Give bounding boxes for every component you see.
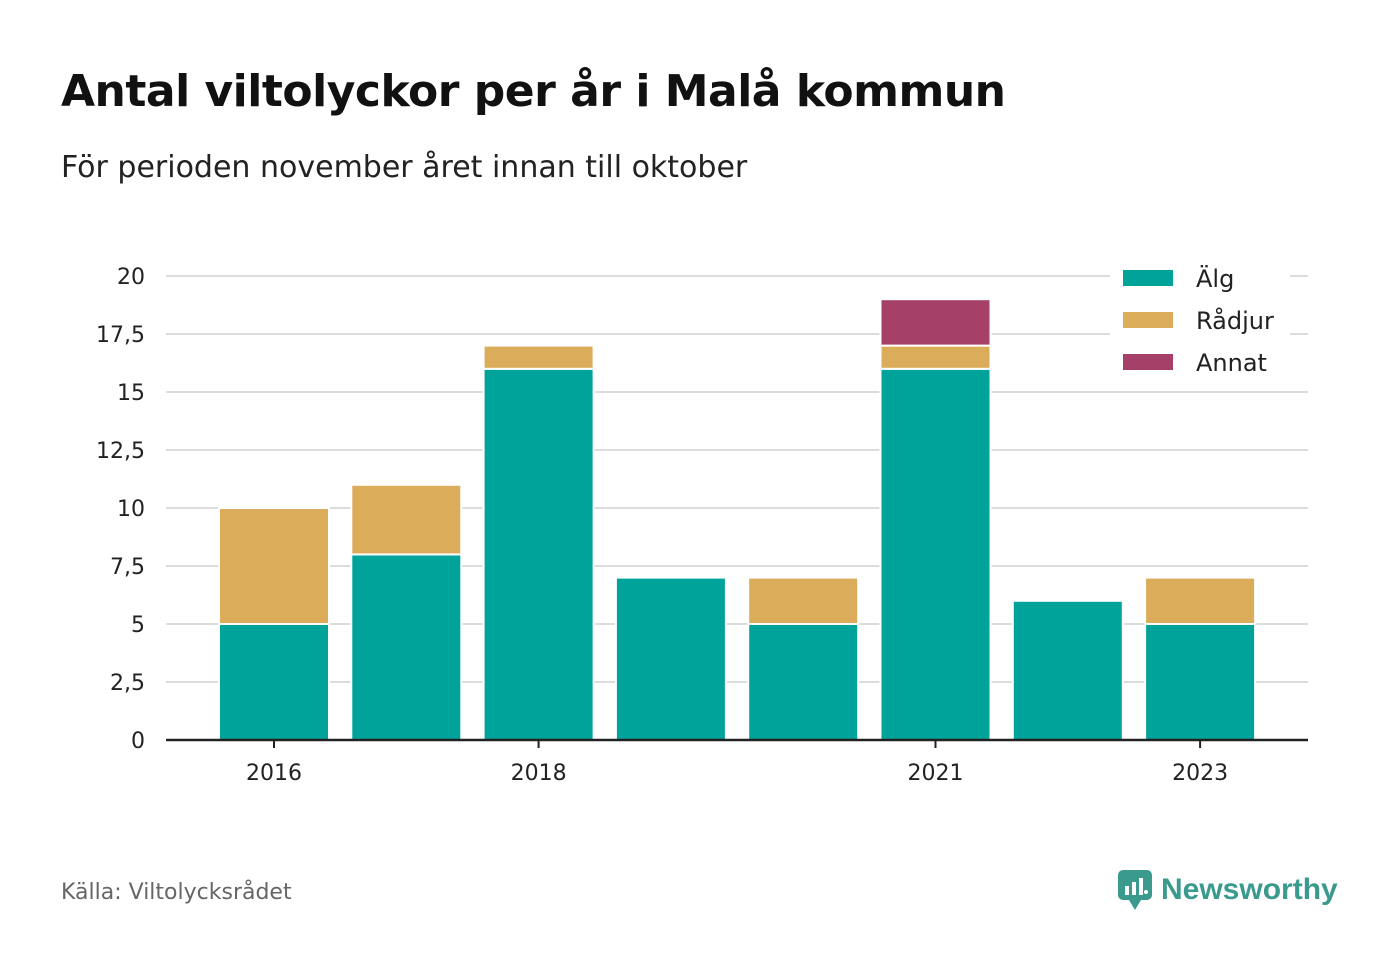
x-axis (166, 738, 1308, 748)
bar-älg-2022 (1011, 599, 1124, 741)
bar-älg-2023 (1144, 623, 1257, 741)
y-tick-label: 10 (117, 497, 145, 522)
bar-älg-2018 (482, 367, 595, 741)
y-tick-label: 12,5 (96, 439, 145, 464)
legend: Älg Rådjur Annat (1110, 258, 1290, 378)
bar-älg-2021 (879, 367, 992, 741)
x-tick-label: 2021 (908, 761, 964, 786)
legend-label-rådjur: Rådjur (1196, 306, 1274, 335)
chart-subtitle: För perioden november året innan till ok… (61, 150, 748, 185)
brand-name: Newsworthy (1161, 873, 1338, 906)
legend-swatch-annat (1123, 354, 1173, 370)
legend-label-älg: Älg (1196, 264, 1234, 293)
bar-älg-2016 (218, 623, 330, 741)
chart-title: Antal viltolyckor per år i Malå kommun (61, 66, 1006, 117)
y-tick-label: 20 (117, 265, 145, 290)
x-axis-tick-labels: 2016 2018 2021 2023 (246, 761, 1228, 786)
y-tick-label: 15 (117, 381, 145, 406)
y-tick-label: 17,5 (96, 323, 145, 348)
y-tick-label: 0 (131, 729, 145, 754)
bar-rådjur-2020 (747, 576, 860, 625)
bars (218, 298, 1257, 742)
bar-rådjur-2023 (1144, 576, 1257, 625)
source-note: Källa: Viltolycksrådet (61, 880, 292, 905)
y-tick-label: 7,5 (110, 555, 145, 580)
bar-rådjur-2018 (482, 344, 595, 370)
newsworthy-logo: Newsworthy (1117, 868, 1338, 912)
x-tick-label: 2016 (246, 761, 302, 786)
bar-rådjur-2021 (879, 344, 992, 370)
x-tick-label: 2018 (511, 761, 567, 786)
bar-älg-2017 (350, 553, 463, 742)
legend-swatch-älg (1123, 270, 1173, 286)
bar-älg-2020 (747, 623, 860, 741)
legend-swatch-rådjur (1123, 312, 1173, 328)
newsworthy-logo-icon (1118, 870, 1152, 910)
bar-älg-2019 (614, 576, 727, 741)
x-tick-label: 2023 (1172, 761, 1228, 786)
legend-label-annat: Annat (1196, 349, 1267, 377)
bar-annat-2021 (879, 298, 992, 347)
y-tick-label: 5 (131, 613, 145, 638)
y-axis-tick-labels: 0 2,5 5 7,5 10 12,5 15 17,5 20 (96, 265, 145, 754)
bar-rådjur-2017 (350, 483, 463, 556)
y-tick-label: 2,5 (110, 671, 145, 696)
bar-rådjur-2016 (218, 507, 330, 625)
